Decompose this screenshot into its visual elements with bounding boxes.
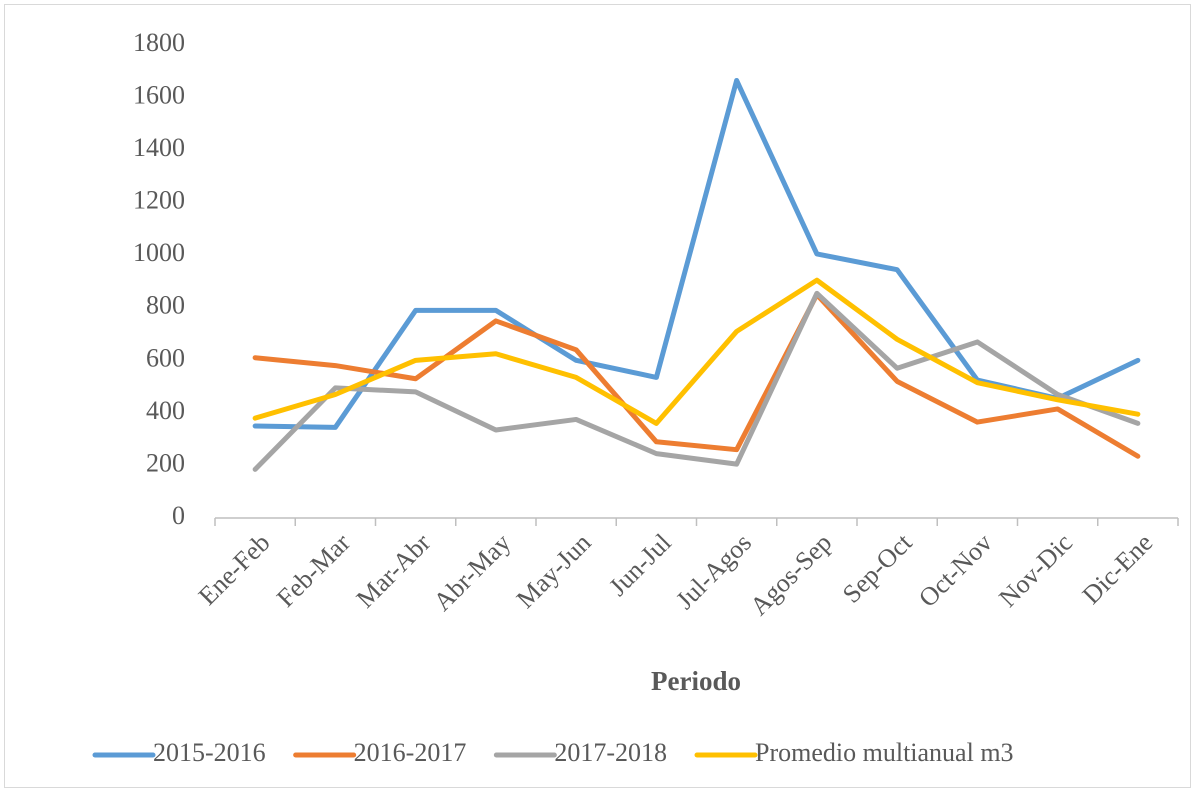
y-tick-label: 600 <box>146 343 185 372</box>
series-line <box>252 277 1141 426</box>
y-tick-label: 1400 <box>133 133 185 162</box>
y-tick-label: 1600 <box>133 81 185 110</box>
legend-label: Promedio multianual m3 <box>755 738 1014 767</box>
x-axis-title: Periodo <box>651 666 741 696</box>
y-tick-label: 1000 <box>133 238 185 267</box>
legend-label: 2017-2018 <box>554 738 667 767</box>
y-tick-label: 1200 <box>133 186 185 215</box>
chart-border <box>4 4 1191 788</box>
legend-label: 2015-2016 <box>153 738 266 767</box>
y-tick-label: 0 <box>172 501 185 530</box>
y-tick-label: 800 <box>146 291 185 320</box>
y-tick-label: 200 <box>146 448 185 477</box>
y-tick-label: 1800 <box>133 28 185 57</box>
y-tick-label: 400 <box>146 396 185 425</box>
series-line <box>252 290 1141 472</box>
series-line <box>252 292 1141 459</box>
legend-label: 2016-2017 <box>354 738 467 767</box>
